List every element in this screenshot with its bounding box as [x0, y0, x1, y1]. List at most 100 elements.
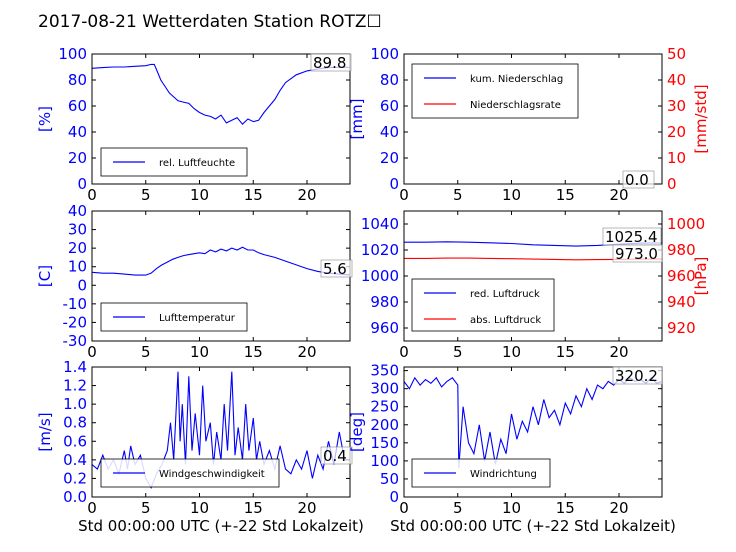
x-tick-label: 5	[453, 343, 463, 361]
y2-axis-label: [mm/std]	[692, 84, 710, 153]
x-axis-label: Std 00:00:00 UTC (+-22 Std Lokalzeit)	[390, 517, 676, 535]
x-tick-label: 5	[453, 499, 463, 517]
axes-frame-windspeed	[91, 366, 351, 498]
x-tick-label: 5	[453, 186, 463, 204]
y-tick-label: 0.2	[63, 469, 87, 487]
y2-tick-label: 40	[667, 71, 686, 89]
y-tick-label: -10	[63, 295, 88, 313]
x-tick-label: 15	[244, 499, 263, 517]
y-tick-label: 80	[68, 71, 87, 89]
panel-pressure	[403, 210, 663, 342]
annotation-value: 89.8	[313, 54, 346, 72]
series-line-temperature-0	[92, 246, 350, 276]
y-axis-label: [C]	[36, 265, 54, 287]
axes-frame-precip	[403, 53, 663, 185]
y2-tick-label: 20	[667, 123, 686, 141]
y-tick-label: 40	[380, 123, 399, 141]
x-tick-label: 0	[87, 343, 97, 361]
y-tick-label: 150	[370, 434, 399, 452]
x-tick-label: 0	[87, 499, 97, 517]
x-tick-label: 0	[399, 186, 409, 204]
legend-label: Windrichtung	[470, 469, 537, 480]
annotation-box	[310, 53, 352, 72]
x-tick-label: 20	[297, 499, 316, 517]
panel-windspeed	[91, 366, 353, 498]
y-tick-label: 40	[68, 123, 87, 141]
y-tick-label: 80	[380, 71, 399, 89]
y2-tick-label: 940	[667, 293, 696, 311]
y-tick-label: 10	[68, 258, 87, 276]
y2-tick-label: 0	[667, 175, 677, 193]
legend-label: abs. Luftdruck	[470, 315, 541, 326]
y-tick-label: 100	[370, 452, 399, 470]
legend-label: rel. Luftfeuchte	[159, 158, 235, 169]
y2-tick-label: 10	[667, 149, 686, 167]
y-tick-label: 30	[68, 221, 87, 239]
y-tick-label: 960	[370, 319, 399, 337]
y-axis-label: [deg]	[348, 412, 366, 452]
y-axis-label: [%]	[36, 106, 54, 132]
x-tick-label: 0	[399, 343, 409, 361]
x-tick-label: 10	[502, 499, 521, 517]
y-tick-label: 0.4	[63, 451, 87, 469]
y-tick-label: 60	[380, 97, 399, 115]
y-tick-label: 100	[58, 45, 87, 63]
y-tick-label: 250	[370, 398, 399, 416]
y-tick-label: 0.6	[63, 432, 87, 450]
y-tick-label: -30	[63, 332, 88, 350]
y2-tick-label: 30	[667, 97, 686, 115]
y-axis-label: [m/s]	[36, 412, 54, 451]
x-tick-label: 10	[502, 186, 521, 204]
y2-tick-label: 980	[667, 241, 696, 259]
y-tick-label: 0	[389, 488, 399, 506]
annotation-value: 5.6	[323, 260, 347, 278]
y-tick-label: 300	[370, 380, 399, 398]
panel-humidity	[91, 53, 352, 185]
figure-title: 2017-08-21 Wetterdaten Station ROTZ☐	[38, 12, 382, 32]
y-tick-label: 40	[68, 202, 87, 220]
panel-precip	[403, 53, 663, 189]
x-tick-label: 5	[141, 186, 151, 204]
annotation-box	[612, 244, 663, 263]
x-tick-label: 5	[141, 343, 151, 361]
annotation-box	[612, 366, 663, 385]
x-tick-label: 20	[609, 186, 628, 204]
y-tick-label: 20	[68, 239, 87, 257]
y-tick-label: 0	[389, 175, 399, 193]
annotation-value: 0.0	[625, 171, 649, 189]
y2-tick-label: 920	[667, 319, 696, 337]
annotation-value: 0.4	[323, 447, 347, 465]
y-tick-label: 1040	[361, 215, 399, 233]
y-tick-label: 1.0	[63, 395, 87, 413]
panel-temperature	[91, 210, 353, 342]
x-tick-label: 15	[556, 499, 575, 517]
axes-frame-humidity	[91, 53, 351, 185]
legend-label: red. Luftdruck	[470, 289, 540, 300]
y-tick-label: -20	[63, 313, 88, 331]
y-tick-label: 1020	[361, 241, 399, 259]
x-tick-label: 15	[556, 343, 575, 361]
y-tick-label: 0.8	[63, 414, 87, 432]
x-tick-label: 0	[87, 186, 97, 204]
legend-label: Windgeschwindigkeit	[159, 469, 265, 480]
annotation-box	[320, 446, 353, 465]
y-tick-label: 980	[370, 293, 399, 311]
series-line-winddir-0	[404, 376, 662, 469]
x-tick-label: 20	[297, 343, 316, 361]
x-tick-label: 20	[297, 186, 316, 204]
y-tick-label: 1000	[361, 267, 399, 285]
annotation-value: 973.0	[615, 245, 658, 263]
y2-tick-label: 50	[667, 45, 686, 63]
x-tick-label: 15	[244, 343, 263, 361]
y-tick-label: 50	[380, 470, 399, 488]
x-tick-label: 10	[502, 343, 521, 361]
y-tick-label: 200	[370, 416, 399, 434]
legend-box	[411, 278, 555, 332]
legend-label: kum. Niederschlag	[470, 74, 563, 85]
y-tick-label: 60	[68, 97, 87, 115]
annotation-value: 1025.4	[605, 228, 658, 246]
x-axis-label: Std 00:00:00 UTC (+-22 Std Lokalzeit)	[78, 517, 364, 535]
x-tick-label: 10	[190, 499, 209, 517]
x-tick-label: 10	[190, 186, 209, 204]
